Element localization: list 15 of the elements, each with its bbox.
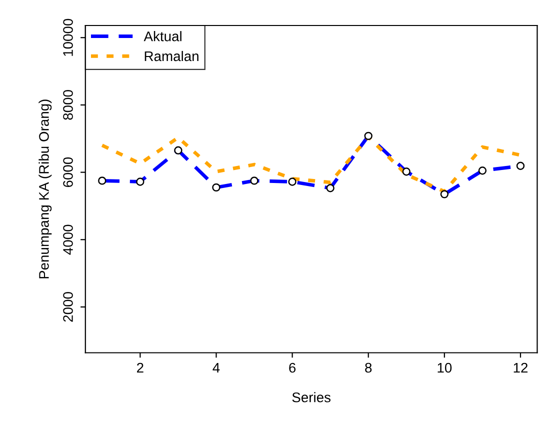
- x-tick-label: 2: [137, 362, 144, 373]
- legend-label: Ramalan: [144, 50, 198, 62]
- x-tick-label: 12: [514, 362, 528, 373]
- y-tick-label: 10000: [63, 18, 73, 56]
- x-tick-label: 6: [289, 362, 296, 373]
- y-tick-label: 4000: [63, 224, 73, 255]
- legend-label: Aktual: [144, 31, 182, 42]
- x-tick-label: 10: [438, 362, 452, 373]
- y-tick-label: 8000: [63, 90, 73, 120]
- y-tick-label: 2000: [63, 292, 73, 322]
- x-tick-label: 8: [365, 362, 372, 373]
- x-tick-label: 4: [212, 362, 220, 373]
- y-tick-label: 6000: [63, 157, 73, 188]
- x-axis-title: Series: [292, 392, 330, 402]
- y-axis-title: Penumpang KA (Ribu Orang): [38, 100, 52, 278]
